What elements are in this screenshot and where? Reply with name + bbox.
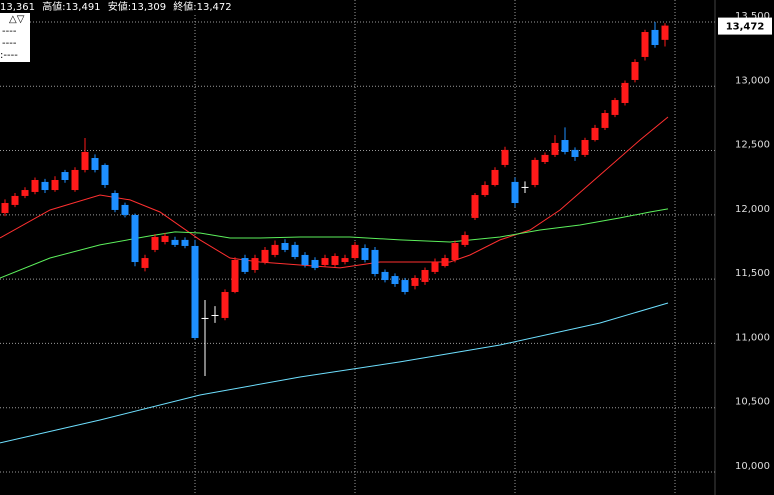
candle-body (311, 259, 319, 268)
candle-body (401, 280, 409, 292)
candle-body (521, 186, 529, 188)
candle-body (221, 291, 229, 318)
candle-body (281, 243, 289, 250)
candle-body (431, 262, 439, 272)
y-tick-label: 12,000 (735, 204, 770, 215)
candle-body (501, 149, 509, 165)
candle-body (21, 190, 29, 196)
candle-body (31, 180, 39, 192)
y-tick-label: 13,000 (735, 75, 770, 86)
candle-body (391, 276, 399, 285)
candle-body (151, 236, 159, 250)
candle-body (411, 277, 419, 286)
candle-body (651, 29, 659, 45)
y-tick-label: 10,500 (735, 397, 770, 408)
candle-body (621, 82, 629, 103)
candle-body (641, 32, 649, 57)
candle-body (11, 195, 19, 205)
candle-body (231, 259, 239, 292)
candle-body (561, 140, 569, 152)
candle-body (571, 149, 579, 157)
y-tick-label: 13,500 (735, 11, 770, 22)
candle-body (471, 195, 479, 218)
candle-body (341, 258, 349, 263)
candle-body (1, 203, 9, 214)
candle-body (381, 271, 389, 281)
candle-body (81, 151, 89, 170)
legend-entry: ---- (2, 38, 17, 49)
candle-body (601, 113, 609, 128)
close-value: 終値:13,472 (173, 0, 231, 13)
header-bg (0, 0, 270, 13)
plot (0, 21, 715, 473)
candle-body (321, 258, 329, 265)
candle-body (331, 255, 339, 265)
moving-average (0, 116, 669, 269)
candle-body (61, 172, 69, 180)
candle-body (371, 249, 379, 274)
current-price-label: 13,472 (726, 22, 765, 33)
candle-body (541, 154, 549, 162)
current-price-box (718, 17, 772, 35)
candle-body (251, 258, 259, 270)
candle-body (91, 158, 99, 170)
candle-body (661, 25, 669, 40)
candle-body (491, 169, 499, 186)
candle-body (611, 100, 619, 115)
moving-average (0, 302, 669, 444)
y-tick-label: 10,000 (735, 461, 770, 472)
high-value: 高値:13,491 (42, 0, 100, 13)
candle-body (241, 258, 249, 272)
candle-body (591, 127, 599, 141)
y-tick-label: 11,000 (735, 332, 770, 343)
legend-box (0, 13, 30, 62)
candle-body (631, 61, 639, 80)
candle-body (41, 181, 49, 191)
candle-body (531, 159, 539, 186)
candle-body (201, 317, 209, 319)
candle-body (171, 239, 179, 245)
candle-body (361, 248, 369, 260)
header: 13,361 高値:13,491 安値:13,309 終値:13,472 (0, 0, 232, 13)
candle-body (161, 235, 169, 242)
candle-body (181, 239, 189, 246)
candle-body (421, 270, 429, 282)
candle-body (141, 258, 149, 268)
candle-body (441, 258, 449, 267)
candle-body (101, 164, 109, 186)
legend-entry: △▽ (9, 14, 25, 25)
candle-body (121, 204, 129, 215)
candle-body (351, 244, 359, 259)
candle-body (51, 180, 59, 191)
legend-entry: ---- (2, 26, 17, 37)
y-tick-label: 12,500 (735, 140, 770, 151)
open-value: 13,361 (0, 2, 35, 13)
candle-body (271, 244, 279, 255)
candle-body (111, 192, 119, 210)
candle-body (211, 315, 219, 316)
candle-body (301, 254, 309, 265)
legend-entry: :---- (0, 50, 18, 61)
candle-body (71, 169, 79, 191)
candle-body (551, 142, 559, 155)
candle-body (261, 249, 269, 263)
candle-body (511, 181, 519, 204)
candle-body (291, 244, 299, 258)
candle-body (581, 140, 589, 155)
candle-body (451, 243, 459, 260)
moving-average (0, 208, 669, 279)
candle-body (481, 185, 489, 196)
candle-body (461, 235, 469, 245)
candle-body (191, 245, 199, 339)
candle-body (131, 214, 139, 263)
y-tick-label: 11,500 (735, 268, 770, 279)
low-value: 安値:13,309 (108, 0, 166, 13)
